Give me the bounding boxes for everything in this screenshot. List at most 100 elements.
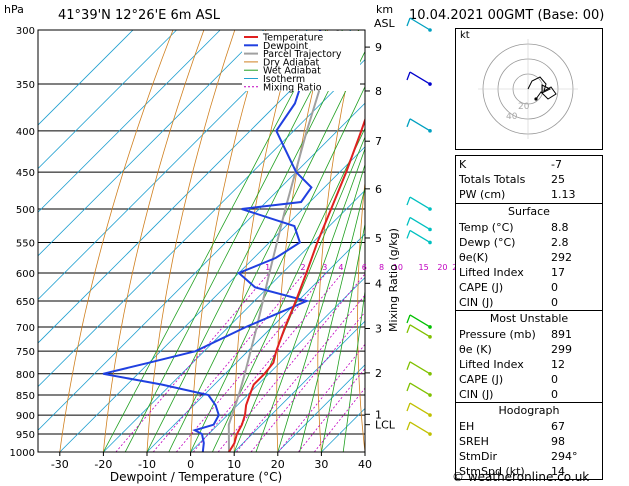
wet-adiabat-line xyxy=(299,186,365,452)
legend-label: Dewpoint xyxy=(263,41,308,52)
index-row: StmSpd (kt) 14 xyxy=(456,464,602,479)
section-title: Surface xyxy=(508,205,550,218)
wet-adiabat-line xyxy=(277,163,365,452)
x-axis-title: Dewpoint / Temperature (°C) xyxy=(110,470,282,484)
wind-barb-flag xyxy=(406,71,411,81)
pressure-tick-label: 800 xyxy=(16,370,35,381)
height-tick-label: 6 xyxy=(375,183,382,196)
index-row: PW (cm) 1.13 xyxy=(456,187,602,202)
pressure-tick-label: 500 xyxy=(16,205,35,216)
mixing-ratio-label: 15 xyxy=(419,263,429,272)
hodograph-ring-label: 40 xyxy=(506,112,518,122)
wind-barb xyxy=(409,216,431,231)
index-row: Lifted Index 12 xyxy=(456,357,602,372)
index-row: Pressure (mb) 891 xyxy=(456,327,602,342)
pressure-tick-label: 450 xyxy=(16,168,35,179)
temperature-tick-label: -20 xyxy=(94,458,112,471)
height-tick-label: 3 xyxy=(375,322,382,335)
index-row: Lifted Index 17 xyxy=(456,265,602,280)
temperature-tick-label: 20 xyxy=(271,458,285,471)
index-value: 25 xyxy=(551,173,565,186)
wind-barb xyxy=(409,402,431,416)
legend-label: Dry Adiabat xyxy=(263,57,320,68)
wind-barb-base xyxy=(428,393,432,397)
isotherm-line xyxy=(38,102,365,431)
temperature-tick-label: 0 xyxy=(187,458,194,471)
wind-barb-base xyxy=(428,325,432,329)
pressure-tick-label: 850 xyxy=(16,391,35,402)
index-label: CIN (J) xyxy=(459,388,494,401)
dewpoint-line xyxy=(102,30,322,452)
index-label: StmDir xyxy=(459,450,498,463)
isotherm-line xyxy=(38,30,177,170)
pressure-tick-label: 750 xyxy=(16,347,35,358)
index-value: 98 xyxy=(551,435,565,448)
index-label: CAPE (J) xyxy=(459,281,504,294)
wind-barb xyxy=(409,118,431,132)
pressure-tick-label: 400 xyxy=(16,127,35,138)
indices-section-most-unstable: Most Unstable Pressure (mb) 891 θe (K) 299 Li… xyxy=(456,310,602,402)
legend-label: Isotherm xyxy=(263,74,305,85)
wind-barb xyxy=(409,314,431,328)
pressure-tick-label: 300 xyxy=(16,26,35,37)
storm-motion-marker xyxy=(541,84,552,94)
plot-frame xyxy=(37,29,366,453)
legend-label: Parcel Trajectory xyxy=(263,49,342,60)
wet-adiabat-line xyxy=(146,30,360,452)
wind-barb-flag xyxy=(406,382,411,392)
isotherm-line xyxy=(38,30,221,213)
index-row: EH 67 xyxy=(456,419,602,434)
index-row: Temp (°C) 8.8 xyxy=(456,220,602,235)
mixing-ratio-line xyxy=(236,294,365,452)
wind-barb-base xyxy=(428,227,432,232)
dry-adiabat-line xyxy=(434,30,453,452)
isotherm-line xyxy=(38,59,365,388)
wind-barb-base xyxy=(428,371,432,376)
temperature-tick-label: 40 xyxy=(358,458,372,471)
index-label: θe(K) xyxy=(459,251,489,264)
wet-adiabat-line xyxy=(255,147,365,452)
km-unit-label: km xyxy=(376,3,394,16)
pressure-tick-label: 600 xyxy=(16,269,35,280)
height-tick-label: 4 xyxy=(375,277,382,290)
section-title: Hodograph xyxy=(498,404,560,417)
indices-section-hodograph: Hodograph EH 67 SREH 98 StmDir 294° StmSpd (kt)… xyxy=(456,402,602,479)
index-value: 17 xyxy=(551,266,565,279)
pressure-tick-label: 1000 xyxy=(10,448,35,459)
pressure-tick-label: 700 xyxy=(16,323,35,334)
dry-adiabat-line xyxy=(146,30,236,452)
height-tick-label: 7 xyxy=(375,135,382,148)
wind-barb-base xyxy=(428,207,432,211)
index-label: EH xyxy=(459,420,475,433)
isotherm-line xyxy=(38,30,308,300)
index-value: -7 xyxy=(551,158,562,171)
mixing-ratio-line xyxy=(175,272,327,452)
mixing-ratio-label: 1 xyxy=(265,263,270,272)
index-label: Lifted Index xyxy=(459,358,524,371)
section-title: Most Unstable xyxy=(489,312,569,325)
hodograph-trace xyxy=(527,76,557,100)
index-value: 1.13 xyxy=(551,188,576,201)
index-label: CIN (J) xyxy=(459,296,494,309)
wet-adiabat-line xyxy=(321,221,365,452)
index-value: 0 xyxy=(551,388,558,401)
index-label: Pressure (mb) xyxy=(459,328,536,341)
wind-barb xyxy=(409,71,431,85)
index-value: 0 xyxy=(551,296,558,309)
mixing-ratio-line xyxy=(115,272,270,452)
index-label: θe (K) xyxy=(459,343,492,356)
wind-barb-flag xyxy=(406,230,411,239)
isotherm-line xyxy=(59,146,365,452)
wet-adiabat-line xyxy=(103,30,327,452)
wind-barb-base xyxy=(428,432,432,436)
indices-section-surface: Surface Temp (°C) 8.8 Dewp (°C) 2.8 θe(K) 292 L… xyxy=(456,203,602,310)
parcel-trajectory-line xyxy=(227,30,339,452)
wet-adiabat-line xyxy=(342,288,365,452)
wind-barb-flag xyxy=(406,402,411,412)
wind-barb xyxy=(409,17,431,31)
dry-adiabat-line xyxy=(357,178,365,452)
asl-label: ASL xyxy=(374,17,395,30)
index-value: 294° xyxy=(551,450,578,463)
temperature-line xyxy=(228,117,365,452)
